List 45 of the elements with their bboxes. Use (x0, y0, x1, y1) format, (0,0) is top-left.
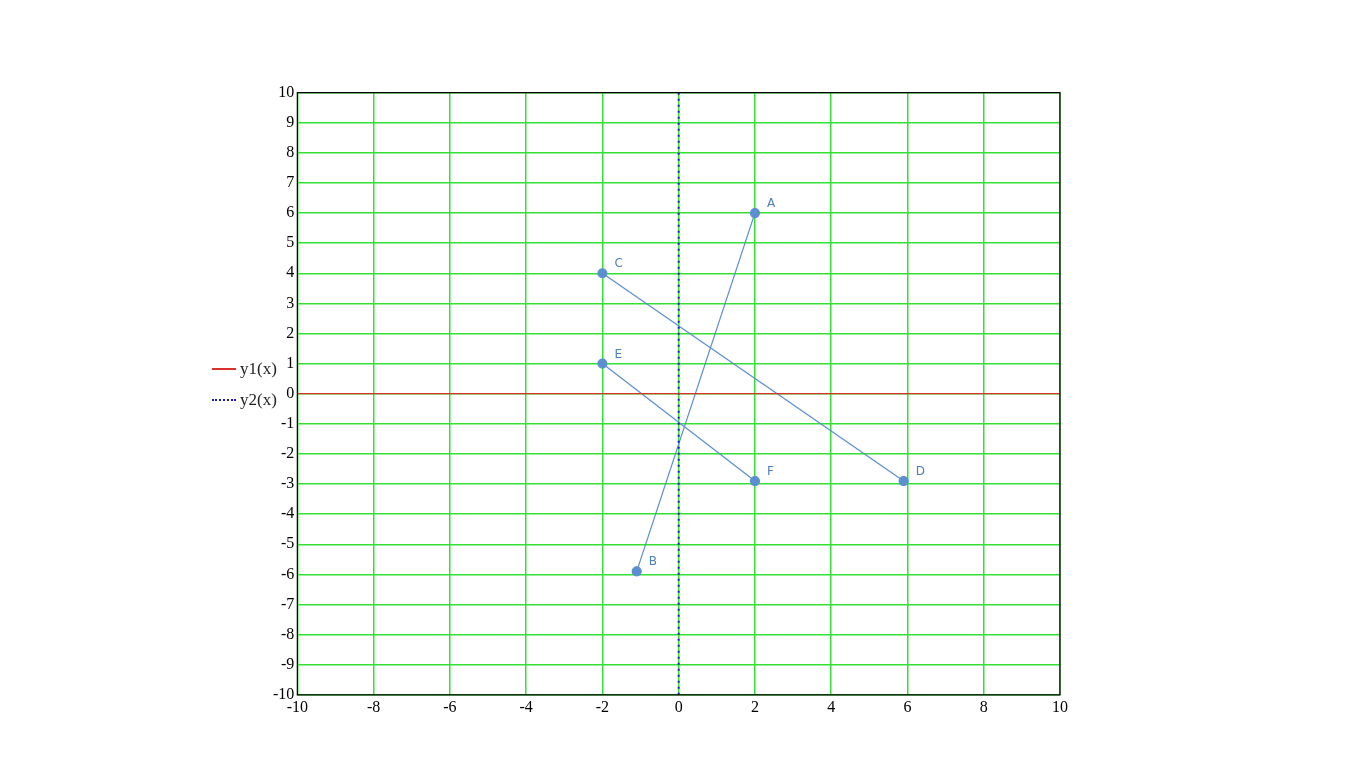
y-tick-label: -10 (273, 685, 295, 702)
y-tick-label: 9 (286, 112, 295, 130)
y-tick-label: -8 (281, 624, 295, 642)
y-tick-label: -1 (281, 414, 295, 432)
y-tick-label: 8 (286, 143, 295, 161)
x-tick-label: 8 (979, 697, 988, 715)
x-tick-label: -8 (366, 697, 381, 715)
legend-label: y2(x) (240, 390, 277, 409)
y-tick-label: 7 (286, 173, 295, 191)
y-tick-label: -9 (281, 654, 295, 672)
y-tick-label: -6 (281, 564, 295, 582)
y-tick-label: 1 (286, 353, 295, 371)
x-tick-label: -4 (519, 697, 533, 715)
y-tick-label: -4 (281, 504, 295, 522)
x-tick-label: 0 (674, 697, 683, 715)
y-tick-label: -3 (281, 474, 295, 492)
y-tick-label: 0 (286, 383, 295, 401)
point (749, 475, 761, 487)
x-tick-label: 6 (903, 697, 912, 715)
y-tick-label: 10 (278, 82, 295, 100)
annotation: E (614, 346, 622, 361)
point (898, 475, 909, 487)
legend-label: y1(x) (240, 359, 277, 378)
y-tick-label: 2 (286, 323, 295, 341)
x-tick-label: 2 (750, 697, 759, 715)
x-tick-label: 10 (1052, 697, 1068, 715)
y-tick-label: 4 (286, 263, 295, 281)
y-tick-label: -7 (281, 594, 295, 612)
point (631, 566, 642, 577)
y-tick-label: -5 (281, 534, 295, 552)
x-tick-label: 4 (827, 697, 836, 715)
x-tick-label: -2 (595, 697, 610, 715)
point (597, 358, 608, 369)
y-tick-label: 5 (286, 233, 295, 251)
annotation: D (915, 464, 925, 479)
x-tick-label: -6 (443, 697, 457, 715)
annotation: B (648, 554, 657, 569)
annotation: A (766, 196, 776, 211)
annotation: C (614, 256, 623, 271)
y-tick-label: 3 (286, 293, 295, 311)
point (597, 268, 608, 279)
y-tick-label: 6 (286, 203, 295, 221)
point (749, 207, 761, 219)
y-tick-label: -2 (281, 444, 295, 462)
annotation: F (766, 464, 774, 479)
